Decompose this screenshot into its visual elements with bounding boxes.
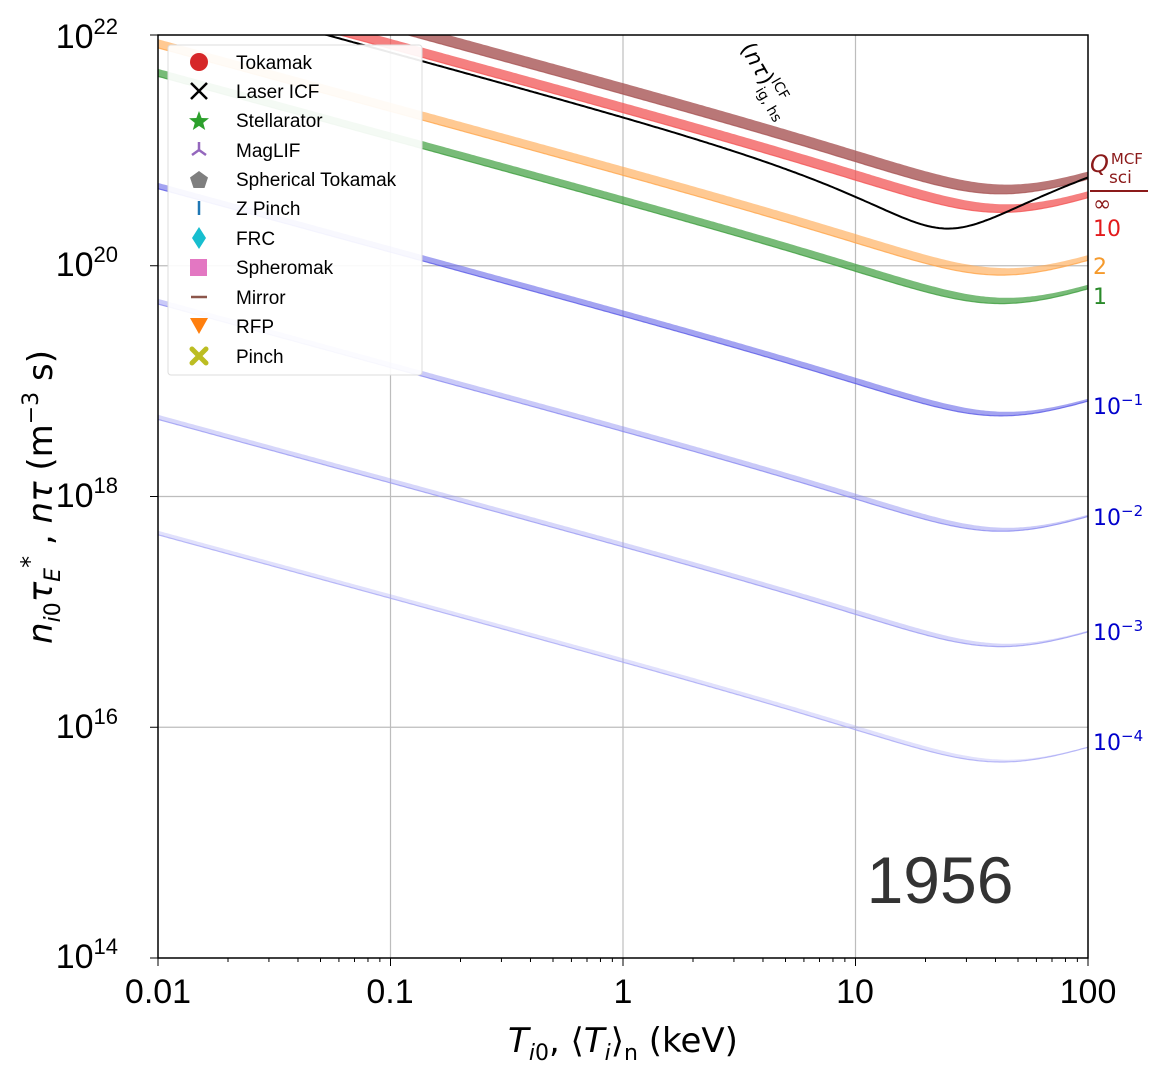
q-labels: Q MCF sci ∞ 10 2 1 10−1 10−2 10−3 10−4 [1090, 150, 1148, 756]
ignition-curve [322, 35, 1088, 230]
legend-label: Tokamak [236, 53, 313, 74]
q-label-inf: ∞ [1093, 192, 1111, 217]
legend-marker-star [189, 111, 209, 130]
q-header: Q MCF sci [1090, 150, 1143, 188]
ignition-curve-label: (nτ)ig, hsICF [730, 37, 801, 125]
legend-marker-diamond [192, 227, 206, 249]
q-label-1e-2: 10−2 [1093, 502, 1143, 531]
x-tick-label: 1 [614, 973, 633, 1011]
legend-label: RFP [236, 317, 274, 338]
q-curve [158, 418, 1088, 648]
legend-item-spherical-tokamak: Spherical Tokamak [190, 170, 397, 191]
legend-label: MagLIF [236, 141, 300, 162]
q-curve [405, 35, 1088, 195]
x-tick-labels: 0.01 0.1 1 10 100 [125, 973, 1116, 1011]
legend-box [167, 44, 423, 376]
x-tick-label: 10 [836, 973, 874, 1011]
legend-item-tokamak: Tokamak [190, 53, 313, 74]
q-curve [158, 534, 1088, 763]
q-label-2: 2 [1093, 255, 1107, 280]
y-tick-label: 1014 [56, 934, 118, 976]
legend-label: Stellarator [236, 111, 323, 132]
legend-marker-thick-x [189, 346, 209, 366]
legend-label: FRC [236, 229, 275, 250]
q-label-10: 10 [1093, 217, 1121, 242]
legend-marker-triangle-down [190, 318, 208, 334]
x-tick-label: 100 [1060, 973, 1117, 1011]
q-band [408, 35, 1088, 194]
legend-marker-circle [190, 53, 208, 71]
legend-item-z-pinch: Z Pinch [197, 199, 300, 220]
year-annotation: 1956 [867, 843, 1014, 917]
legend-label: Spherical Tokamak [236, 170, 397, 191]
legend-marker-square [190, 259, 207, 276]
q-curve [338, 35, 1088, 213]
legend-item-stellarator: Stellarator [189, 111, 323, 132]
legend-label: Laser ICF [236, 82, 319, 103]
legend-item-rfp: RFP [190, 317, 274, 338]
q-label-1e-3: 10−3 [1093, 617, 1143, 646]
legend-label: Spheromak [236, 258, 334, 279]
y-tick-label: 1018 [56, 473, 118, 515]
q-band [340, 35, 1088, 213]
x-axis-label: Ti0, ⟨Ti⟩n (keV) [508, 1021, 738, 1066]
y-tick-label: 1022 [56, 14, 118, 56]
legend-marker-tri [191, 142, 207, 157]
y-axis-label: ni0τE* , nτ (m−3 s) [16, 350, 66, 644]
plot-frame [157, 34, 1089, 959]
legend-item-spheromak: Spheromak [190, 258, 334, 279]
legend-item-frc: FRC [192, 227, 275, 250]
legend-item-pinch: Pinch [189, 346, 284, 368]
legend-label: Pinch [236, 347, 284, 368]
q-label-1e-4: 10−4 [1093, 727, 1143, 756]
legend-label: Mirror [236, 288, 286, 309]
y-tick-label: 1016 [56, 704, 118, 746]
legend-item-mirror: Mirror [191, 288, 286, 309]
legend-marker-pentagon [190, 171, 208, 188]
x-tick-label: 0.1 [366, 973, 413, 1011]
legend-item-laser-icf: Laser ICF [190, 82, 319, 103]
legend-marker-x [190, 82, 208, 100]
q-label-1e-1: 10−1 [1093, 391, 1143, 420]
legend: Tokamak Laser ICF Stellarator MagLIF Sph… [167, 44, 423, 376]
legend-label: Z Pinch [236, 199, 300, 220]
y-tick-label: 1020 [56, 242, 118, 284]
legend-item-maglif: MagLIF [191, 141, 300, 162]
y-tick-labels: 1014 1016 1018 1020 1022 [56, 14, 118, 976]
x-tick-label: 0.01 [125, 973, 191, 1011]
q-label-1: 1 [1093, 285, 1107, 310]
